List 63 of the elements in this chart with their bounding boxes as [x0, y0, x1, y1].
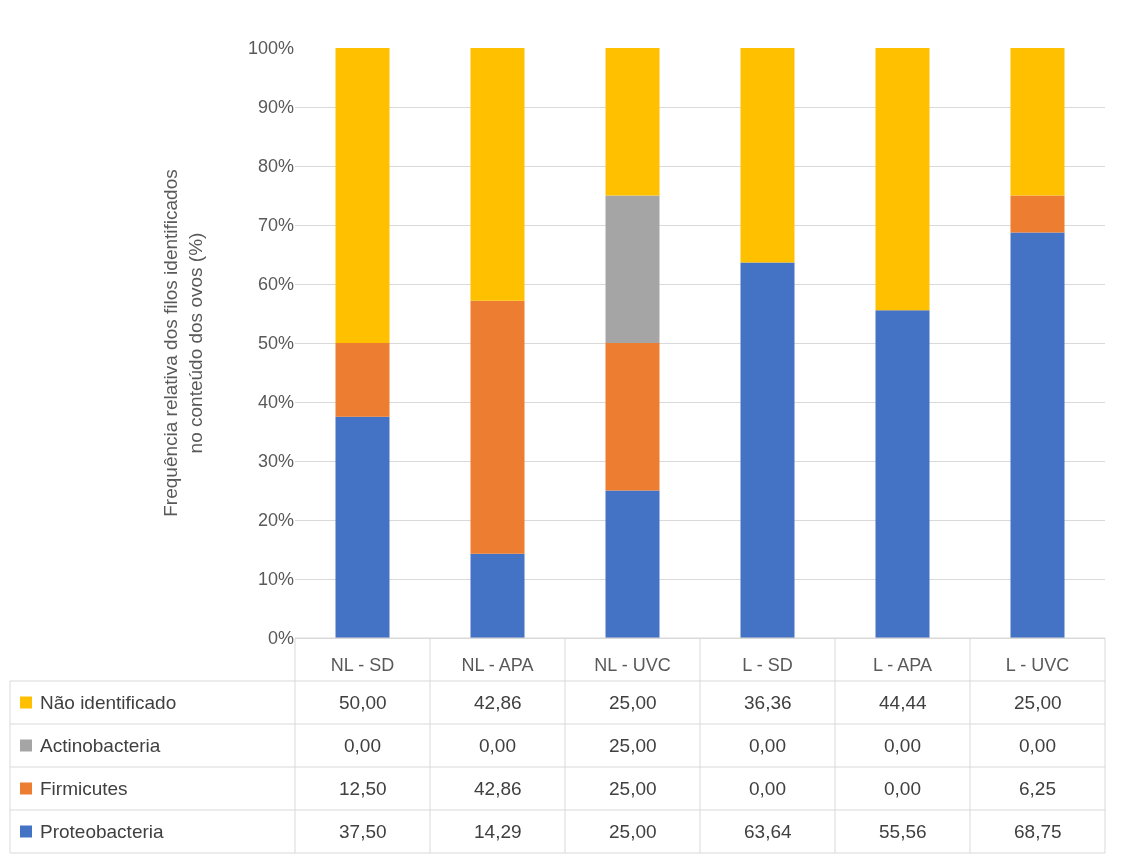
data-label: 42,86 [474, 778, 522, 799]
data-label: 50,00 [339, 692, 387, 713]
data-label: 25,00 [609, 778, 657, 799]
x-tick-label: L - SD [742, 654, 793, 675]
bar [740, 48, 795, 263]
data-label: 0,00 [884, 778, 921, 799]
data-label: 25,00 [1014, 692, 1062, 713]
bar [470, 48, 525, 301]
data-label: 25,00 [609, 692, 657, 713]
x-tick-label: L - APA [872, 654, 933, 675]
y-tick-label: 10% [257, 569, 294, 590]
y-tick-label: 50% [257, 333, 294, 354]
data-label: 0,00 [344, 735, 381, 756]
y-tick-label: 60% [257, 274, 294, 295]
bar [1010, 195, 1065, 233]
y-tick-label: 0% [267, 628, 294, 649]
data-label: 0,00 [884, 735, 921, 756]
x-tick-label: NL - SD [330, 654, 395, 675]
data-label: 68,75 [1014, 821, 1062, 842]
legend-label: Actinobacteria [40, 735, 161, 756]
y-tick-label: 20% [257, 510, 294, 531]
bar [1010, 232, 1065, 638]
bar [1010, 48, 1065, 196]
data-label: 0,00 [479, 735, 516, 756]
bar [605, 490, 660, 638]
bar [335, 416, 390, 638]
x-tick-label: NL - APA [461, 654, 534, 675]
y-axis-title: Frequência relativa dos filos identificados no conteúdo dos ovos (%) [160, 169, 206, 517]
x-tick-label: L - UVC [1005, 654, 1070, 675]
data-label: 14,29 [474, 821, 522, 842]
y-tick-label: 70% [257, 215, 294, 236]
y-tick-label: 90% [257, 97, 294, 118]
legend-label: Firmicutes [40, 778, 128, 799]
y-tick-label: 80% [257, 156, 294, 177]
data-label: 42,86 [474, 692, 522, 713]
data-label: 0,00 [749, 778, 786, 799]
legend-label: Proteobacteria [40, 821, 165, 842]
data-label: 12,50 [339, 778, 387, 799]
bar [875, 310, 930, 638]
data-label: 25,00 [609, 821, 657, 842]
bar [335, 343, 390, 417]
bar [470, 553, 525, 638]
bar [605, 48, 660, 196]
bar [470, 300, 525, 554]
y-tick-label: 100% [247, 38, 294, 59]
bar [335, 48, 390, 343]
legend-label: Não identificado [40, 692, 177, 713]
y-tick-label: 40% [257, 392, 294, 413]
bar [605, 343, 660, 491]
data-label: 6,25 [1019, 778, 1056, 799]
data-label: 44,44 [879, 692, 927, 713]
data-label: 0,00 [1019, 735, 1056, 756]
data-label: 55,56 [879, 821, 927, 842]
data-label: 36,36 [744, 692, 792, 713]
data-label: 0,00 [749, 735, 786, 756]
bar [605, 195, 660, 343]
x-tick-label: NL - UVC [594, 654, 671, 675]
data-label: 37,50 [339, 821, 387, 842]
bar [875, 48, 930, 311]
data-label: 63,64 [744, 821, 792, 842]
data-label: 25,00 [609, 735, 657, 756]
y-tick-label: 30% [257, 451, 294, 472]
bar [740, 262, 795, 638]
